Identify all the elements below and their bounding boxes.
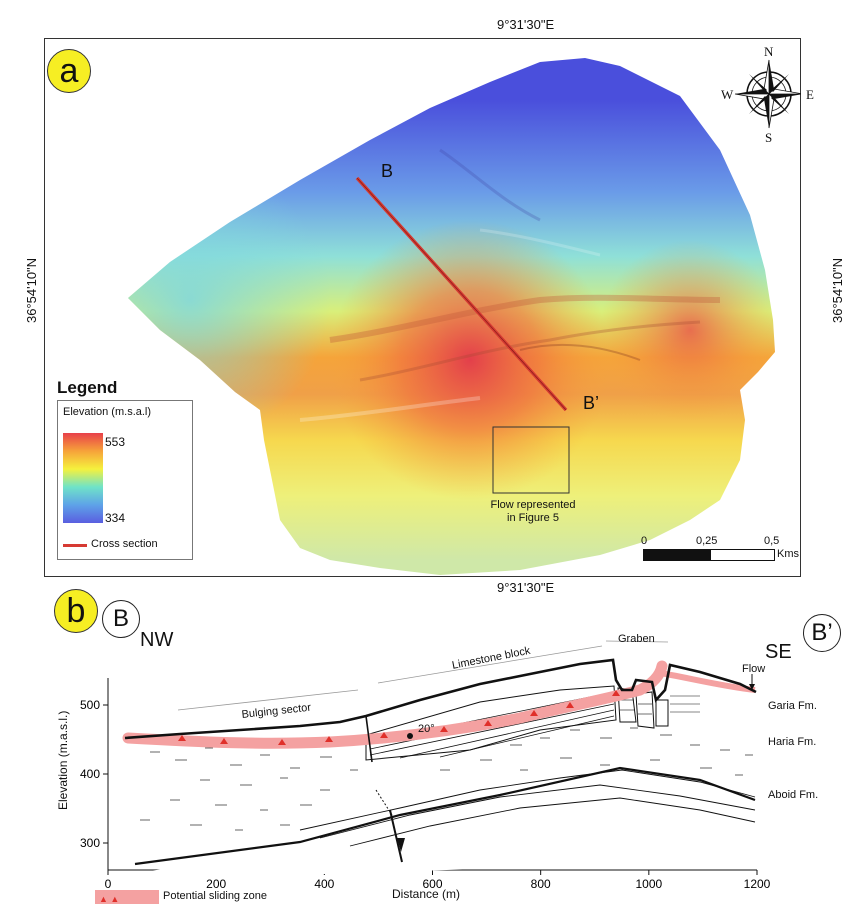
legend-title: Legend — [57, 378, 118, 397]
latitude-right-label: 36°54'10"N — [830, 257, 843, 323]
scale-unit: Kms — [777, 548, 799, 560]
compass-s-label: S — [765, 130, 773, 145]
se-label: SE — [765, 641, 792, 663]
latitude-left-label: 36°54'10"N — [24, 257, 39, 323]
topographic-surface — [124, 658, 757, 740]
x-tick-label: 400 — [314, 877, 334, 891]
scale-tick-2: 0,5 — [764, 535, 780, 547]
sliding-zone-legend-icon: ▲ ▲ — [99, 894, 120, 904]
x-tick-label: 0 — [105, 877, 112, 891]
compass-w-label: W — [721, 87, 734, 102]
longitude-bottom-label: 9°31'30"E — [497, 580, 555, 595]
x-tick-label: 200 — [206, 877, 226, 891]
elevation-map — [128, 58, 801, 575]
scale-black-segment — [643, 549, 711, 561]
y-tick-label: 300 — [80, 836, 100, 850]
nw-label: NW — [140, 629, 174, 651]
x-tick-label: 1000 — [635, 877, 662, 891]
scale-tick-0: 0 — [641, 535, 648, 547]
formation-haria-label: Haria Fm. — [768, 736, 817, 748]
sliding-zone-band — [122, 660, 668, 749]
compass-e-label: E — [806, 87, 814, 102]
longitude-top-label: 9°31'30"E — [497, 17, 555, 32]
x-tick-label: 600 — [422, 877, 442, 891]
legend-min-value: 334 — [105, 511, 126, 525]
legend-cross-section-label: Cross section — [91, 538, 158, 550]
formation-aboid-label: Aboid Fm. — [768, 789, 819, 801]
elevation-color-ramp — [63, 433, 103, 523]
section-b-start-badge: B — [102, 600, 140, 638]
graben-label: Graben — [618, 633, 655, 645]
section-end-label: B’ — [583, 393, 600, 413]
scale-white-segment — [710, 549, 775, 561]
x-tick-label: 1200 — [744, 877, 771, 891]
panel-b-badge: b — [54, 589, 98, 633]
dip-angle-label: 20° — [418, 723, 435, 735]
flow-label: Flow — [742, 663, 766, 675]
flow-note-line-2: in Figure 5 — [507, 512, 559, 524]
legend-max-value: 553 — [105, 435, 126, 449]
flow-note: Flow represented in Figure 5 — [478, 499, 588, 525]
legend-elevation-title: Elevation (m.s.a.l) — [63, 406, 152, 418]
compass-rose — [734, 59, 801, 129]
x-axis-label: Distance (m) — [392, 887, 461, 901]
cross-section-profile: 0 200 400 600 800 1000 1200 300 400 500 — [80, 640, 771, 891]
section-start-label: B — [381, 161, 394, 181]
x-tick-label: 800 — [531, 877, 551, 891]
compass-n-label: N — [764, 44, 774, 59]
sliding-zone-legend-label: Potential sliding zone — [163, 890, 267, 902]
y-tick-label: 400 — [80, 767, 100, 781]
legend-box: Elevation (m.s.a.l) 553 334 Cross sectio… — [57, 400, 193, 560]
legend-cross-section-swatch — [63, 544, 87, 547]
panel-a-badge: a — [47, 49, 91, 93]
y-tick-label: 500 — [80, 698, 100, 712]
section-b-end-badge: B’ — [803, 614, 841, 652]
formation-garia-label: Garia Fm. — [768, 700, 817, 712]
flow-note-line-1: Flow represented — [490, 499, 576, 511]
flow-area-box — [492, 426, 570, 494]
scale-tick-1: 0,25 — [696, 535, 718, 547]
y-axis-label: Elevation (m.a.s.l.) — [56, 710, 70, 810]
sliding-zone-legend-swatch — [95, 890, 159, 904]
